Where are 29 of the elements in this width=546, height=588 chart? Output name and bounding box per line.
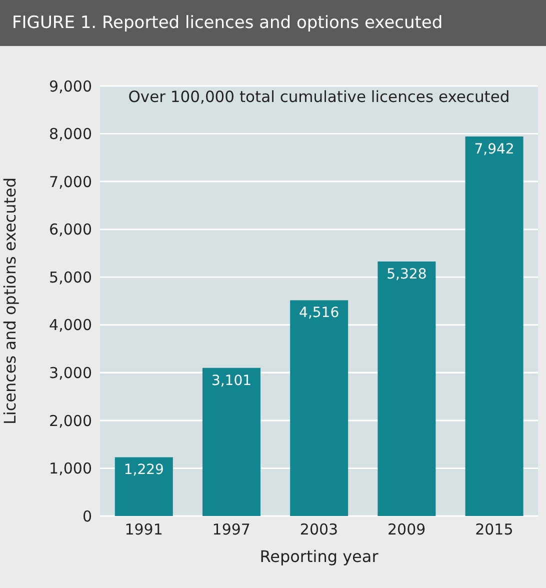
y-tick-label: 2,000 <box>49 412 92 430</box>
x-tick-label: 1991 <box>124 520 163 539</box>
annotation: Over 100,000 total cumulative licences executed <box>127 88 511 106</box>
y-tick-label: 5,000 <box>49 268 92 286</box>
y-tick-label: 6,000 <box>49 220 92 239</box>
data-label: 7,942 <box>474 141 514 158</box>
chart-title: FIGURE 1. Reported licences and options executed <box>0 0 546 46</box>
y-tick-label: 1,000 <box>49 460 92 478</box>
y-tick-label: 8,000 <box>49 125 92 144</box>
data-label: 5,328 <box>386 266 427 282</box>
bar <box>290 300 348 516</box>
y-axis-title: Licences and options executed <box>0 178 20 424</box>
x-tick-label: 1997 <box>212 520 250 539</box>
bar <box>378 261 436 516</box>
data-label: 4,516 <box>299 305 340 322</box>
y-tick-label: 9,000 <box>49 77 92 96</box>
x-tick-label: 2003 <box>300 520 338 539</box>
y-tick-label: 0 <box>82 507 92 526</box>
y-tick-label: 3,000 <box>49 364 92 382</box>
bar <box>114 457 173 516</box>
data-label: 1,229 <box>124 462 164 478</box>
bar <box>465 136 524 516</box>
y-tick-label: 7,000 <box>49 172 92 191</box>
x-tick-label: 2015 <box>475 520 514 539</box>
x-tick-label: 2009 <box>388 520 426 539</box>
x-axis-title: Reporting year <box>260 547 379 566</box>
bar <box>202 368 260 516</box>
data-label: 3,101 <box>211 372 252 389</box>
y-tick-label: 4,000 <box>49 316 92 334</box>
